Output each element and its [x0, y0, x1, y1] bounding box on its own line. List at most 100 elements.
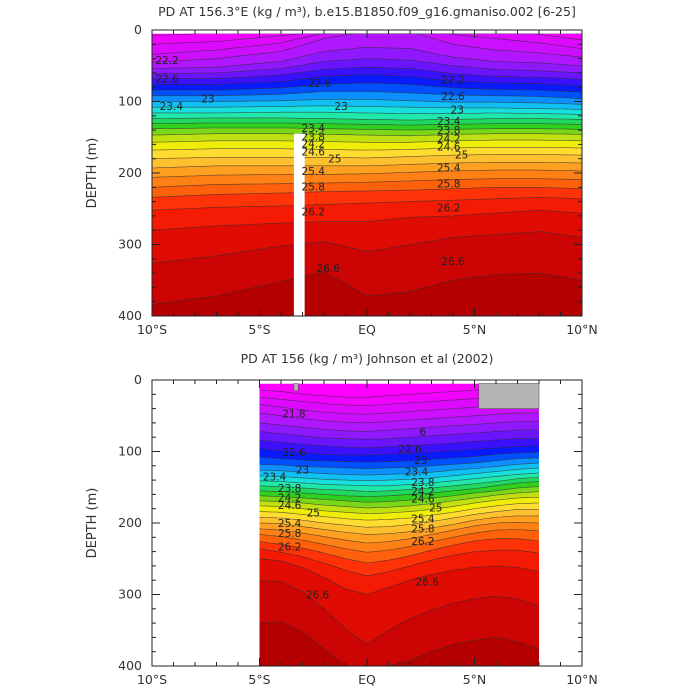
contour-line: [152, 147, 582, 151]
contour-line: [259, 515, 539, 535]
contour-line: [152, 209, 582, 231]
density-band: [152, 178, 582, 198]
contour-line: [152, 111, 582, 115]
contour-label: 22.6: [308, 78, 332, 90]
contour-line: [259, 467, 539, 482]
density-band: [259, 383, 539, 398]
contour-line: [152, 154, 582, 159]
density-band: [259, 481, 539, 503]
x-tick-label: 10°N: [566, 672, 598, 687]
y-axis-label: DEPTH (m): [85, 138, 100, 209]
density-band: [259, 580, 539, 666]
contour-line: [259, 579, 539, 645]
contour-label: 22.2: [441, 74, 464, 86]
density-band: [259, 472, 539, 492]
contour-label: 23: [451, 104, 464, 116]
contour-line: [259, 412, 539, 424]
contour-label: 23: [296, 464, 309, 476]
contour-label: 25.4: [411, 514, 435, 526]
contour-label: 23.4: [263, 472, 287, 484]
y-tick-label: 0: [134, 22, 142, 37]
contour-line: [259, 451, 539, 463]
panel-title: PD AT 156.3°E (kg / m³), b.e15.B1850.f09…: [158, 4, 576, 19]
density-band: [152, 67, 582, 86]
contour-line: [259, 457, 539, 469]
density-band: [152, 170, 582, 188]
density-band: [259, 486, 539, 508]
density-band: [259, 558, 539, 644]
x-tick-label: 10°S: [137, 322, 167, 337]
missing-data-column: [293, 133, 305, 316]
contour-label: 26.6: [306, 590, 330, 602]
x-tick-label: 10°N: [566, 322, 598, 337]
contour-line: [259, 529, 539, 553]
contour-label: 24.2: [411, 486, 434, 498]
contour-label: 23.8: [411, 477, 434, 489]
contour-label: 26.6: [317, 263, 341, 275]
contour-line: [152, 133, 582, 137]
contour-line: [152, 196, 582, 211]
contour-label: 23: [335, 101, 348, 113]
contour-label: 25.8: [278, 528, 301, 540]
contour-label: 26.2: [302, 207, 325, 219]
contour-label: 23.4: [302, 123, 326, 135]
x-tick-label: EQ: [358, 322, 376, 337]
contour-line: [259, 548, 539, 577]
contour-label: 25: [328, 154, 341, 166]
x-tick-label: 5°N: [463, 322, 487, 337]
density-band: [152, 112, 582, 121]
x-tick-label: 10°S: [137, 672, 167, 687]
contour-label: 25.8: [437, 179, 460, 191]
panel-title: PD AT 156 (kg / m³) Johnson et al (2002): [241, 351, 494, 366]
contour-line: [259, 445, 539, 456]
density-band: [259, 538, 539, 576]
density-band: [259, 404, 539, 423]
contour-label: 26.6: [416, 577, 440, 589]
contour-line: [152, 66, 582, 80]
contour-label: 26.2: [278, 542, 301, 554]
y-tick-label: 200: [118, 515, 142, 530]
density-band: [259, 621, 539, 666]
contour-line: [152, 82, 582, 93]
density-band: [259, 522, 539, 553]
contour-line: [259, 481, 539, 497]
contour-line: [152, 117, 582, 121]
contour-line: [152, 46, 582, 69]
contour-line: [259, 538, 539, 564]
contour-line: [259, 558, 539, 595]
contour-line: [152, 73, 582, 87]
density-band: [152, 58, 582, 80]
contour-label: 25.8: [302, 182, 325, 194]
density-band: [259, 457, 539, 476]
density-band: [259, 515, 539, 543]
contour-line: [259, 621, 539, 666]
contour-line: [152, 127, 582, 131]
density-band: [152, 271, 582, 316]
contour-line: [259, 486, 539, 503]
x-tick-label: 5°S: [248, 672, 270, 687]
y-tick-label: 100: [118, 94, 142, 109]
contour-label: 26.6: [441, 256, 465, 268]
y-tick-label: 0: [134, 372, 142, 387]
density-band: [152, 147, 582, 159]
contour-label: 23: [201, 94, 214, 106]
density-band: [259, 395, 539, 415]
contour-label: 23.8: [302, 132, 325, 144]
density-band: [259, 412, 539, 432]
density-band: [152, 210, 582, 264]
contour-line: [152, 187, 582, 198]
x-tick-label: EQ: [358, 672, 376, 687]
contour-label: 6: [420, 426, 427, 438]
contour-field: [259, 383, 539, 666]
contour-field: [152, 33, 582, 316]
contour-line: [259, 476, 539, 492]
contour-line: [259, 509, 539, 528]
density-band: [259, 548, 539, 595]
x-tick-label: 5°N: [463, 672, 487, 687]
density-band: [152, 187, 582, 211]
y-tick-label: 200: [118, 165, 142, 180]
contour-label: 24.6: [302, 147, 326, 159]
contour-line: [259, 521, 539, 544]
contour-line: [152, 91, 582, 99]
